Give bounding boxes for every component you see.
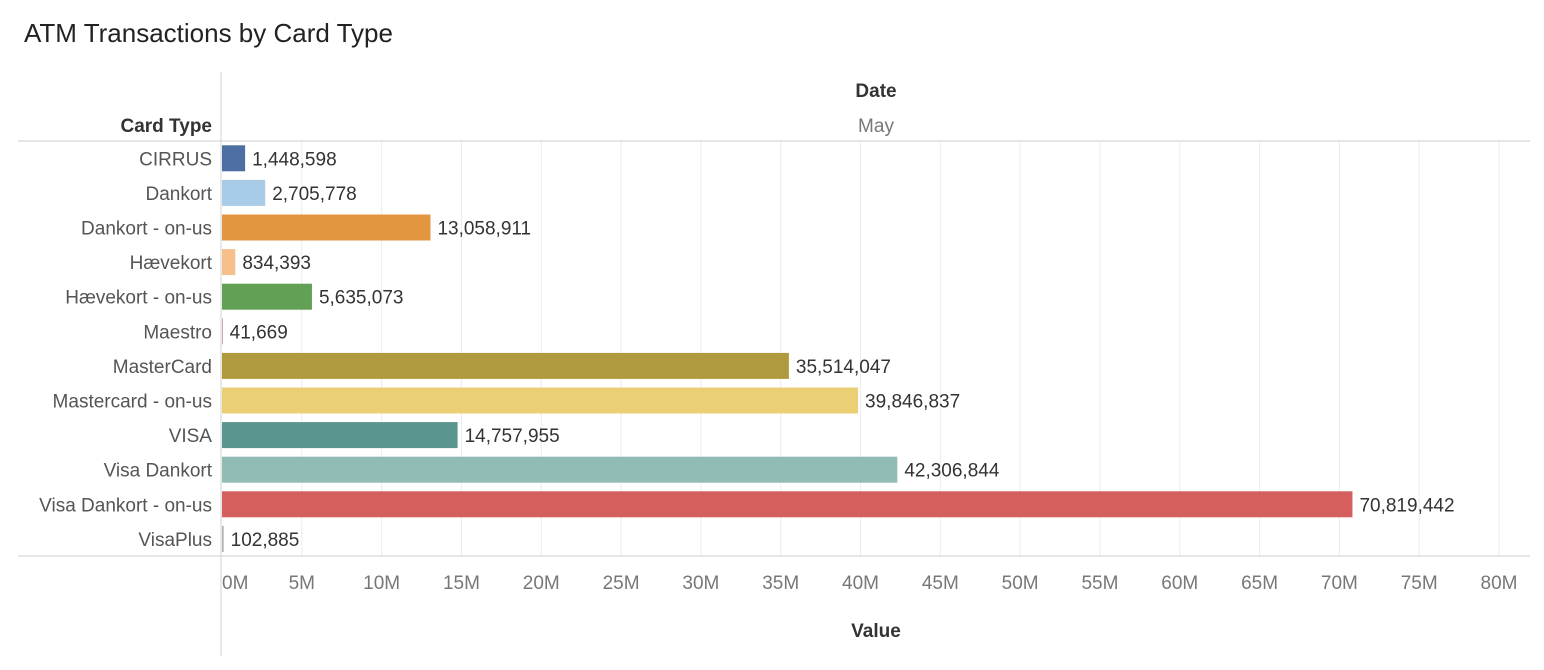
- data-label: 834,393: [242, 253, 311, 274]
- category-label: Visa Dankort - on-us: [39, 495, 212, 516]
- x-tick-label: 65M: [1241, 573, 1278, 594]
- data-label: 35,514,047: [796, 357, 891, 378]
- x-tick-label: 20M: [523, 573, 560, 594]
- row-header: Card Type: [120, 116, 212, 137]
- x-tick-label: 50M: [1002, 573, 1039, 594]
- category-label: VisaPlus: [138, 530, 212, 551]
- x-tick-label: 35M: [762, 573, 799, 594]
- bar[interactable]: [222, 283, 312, 310]
- data-label: 14,757,955: [465, 426, 560, 447]
- bar[interactable]: [222, 525, 224, 552]
- x-tick-label: 15M: [443, 573, 480, 594]
- category-label: Hævekort - on-us: [65, 288, 212, 309]
- x-axis-label: Value: [851, 621, 901, 642]
- x-tick-label: 70M: [1321, 573, 1358, 594]
- x-tick-label: 60M: [1161, 573, 1198, 594]
- x-ticks: 0M 5M 10M 15M 20M 25M 30M 35M 40M 45M 50M 55M 60M 65M…: [222, 573, 1517, 594]
- x-tick-label: 45M: [922, 573, 959, 594]
- data-label: 41,669: [230, 322, 288, 343]
- bar[interactable]: [222, 214, 431, 241]
- category-label: MasterCard: [113, 357, 212, 378]
- x-tick-label: 10M: [363, 573, 400, 594]
- data-label: 5,635,073: [319, 288, 404, 309]
- x-tick-label: 5M: [289, 573, 315, 594]
- x-tick-label: 0M: [222, 573, 248, 594]
- data-label: 13,058,911: [437, 219, 531, 240]
- bar[interactable]: [222, 145, 246, 172]
- category-label: Dankort: [145, 184, 212, 205]
- column-value: May: [858, 116, 894, 137]
- category-label: CIRRUS: [139, 149, 212, 170]
- bar[interactable]: [222, 422, 458, 449]
- category-label: VISA: [169, 426, 213, 447]
- bar[interactable]: [222, 318, 223, 345]
- bar[interactable]: [222, 249, 236, 276]
- bar[interactable]: [222, 352, 789, 379]
- category-label: Mastercard - on-us: [53, 392, 212, 413]
- category-label: Maestro: [143, 322, 212, 343]
- x-tick-label: 40M: [842, 573, 879, 594]
- bar[interactable]: [222, 179, 266, 206]
- x-tick-label: 30M: [682, 573, 719, 594]
- category-label: Dankort - on-us: [81, 219, 212, 240]
- category-label: Visa Dankort: [104, 461, 213, 482]
- data-label: 1,448,598: [252, 149, 337, 170]
- bar[interactable]: [222, 456, 898, 483]
- data-label: 70,819,442: [1359, 495, 1454, 516]
- bar[interactable]: [222, 491, 1353, 518]
- x-tick-label: 80M: [1481, 573, 1518, 594]
- chart-title: ATM Transactions by Card Type: [24, 18, 393, 48]
- data-label: 42,306,844: [904, 461, 1000, 482]
- x-tick-label: 25M: [603, 573, 640, 594]
- data-label: 102,885: [231, 530, 300, 551]
- category-label: Hævekort: [130, 253, 213, 274]
- bar[interactable]: [222, 387, 859, 414]
- data-label: 39,846,837: [865, 392, 960, 413]
- gridlines: [301, 141, 1500, 556]
- data-label: 2,705,778: [272, 184, 357, 205]
- column-header: Date: [855, 81, 896, 102]
- x-tick-label: 75M: [1401, 573, 1438, 594]
- bars: CIRRUS 1,448,598 Dankort 2,705,778 Dankort -…: [39, 145, 1455, 552]
- x-tick-label: 55M: [1081, 573, 1118, 594]
